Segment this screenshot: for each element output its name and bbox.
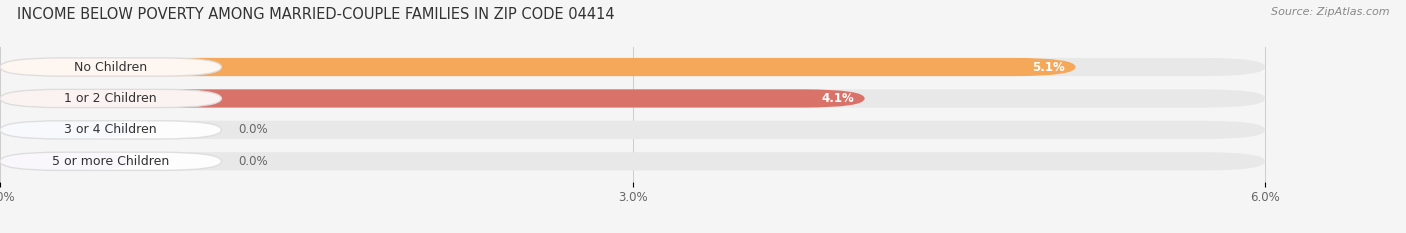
FancyBboxPatch shape [0,152,221,170]
Text: 0.0%: 0.0% [238,123,269,136]
Text: 1 or 2 Children: 1 or 2 Children [65,92,157,105]
FancyBboxPatch shape [0,89,221,108]
FancyBboxPatch shape [0,58,1076,76]
Text: INCOME BELOW POVERTY AMONG MARRIED-COUPLE FAMILIES IN ZIP CODE 04414: INCOME BELOW POVERTY AMONG MARRIED-COUPL… [17,7,614,22]
FancyBboxPatch shape [0,58,221,76]
Text: Source: ZipAtlas.com: Source: ZipAtlas.com [1271,7,1389,17]
Text: 3 or 4 Children: 3 or 4 Children [65,123,157,136]
Text: 0.0%: 0.0% [238,155,269,168]
FancyBboxPatch shape [0,152,132,170]
FancyBboxPatch shape [0,152,1265,170]
FancyBboxPatch shape [0,89,865,108]
Text: No Children: No Children [75,61,148,74]
FancyBboxPatch shape [0,58,1265,76]
Text: 5 or more Children: 5 or more Children [52,155,169,168]
FancyBboxPatch shape [0,121,132,139]
FancyBboxPatch shape [0,121,221,139]
Text: 5.1%: 5.1% [1032,61,1066,74]
FancyBboxPatch shape [0,121,1265,139]
FancyBboxPatch shape [0,89,1265,108]
Text: 4.1%: 4.1% [821,92,855,105]
